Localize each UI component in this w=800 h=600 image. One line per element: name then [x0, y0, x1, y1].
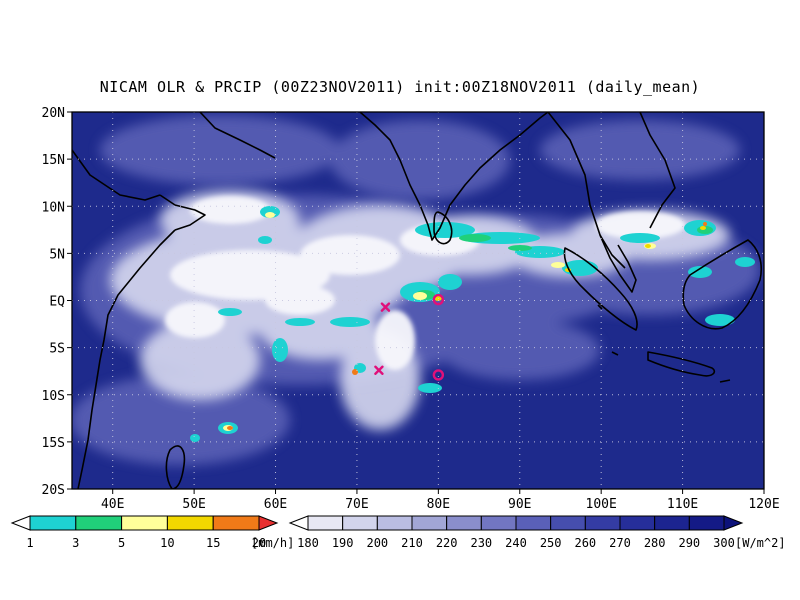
- coast-borneo: [682, 239, 763, 330]
- olr-legend-swatch: [342, 515, 378, 531]
- lon-tick-label: 40E: [101, 497, 124, 512]
- coast-arabia: [72, 149, 161, 201]
- coast-java: [647, 351, 716, 377]
- lon-tick-label: 60E: [264, 497, 287, 512]
- coast-arabia-south: [199, 112, 276, 159]
- lat-tick-labels: 20N 15N 10N 5N EQ 5S 10S 15S 20S: [42, 106, 72, 498]
- lon-tick-label: 70E: [345, 497, 368, 512]
- olr-legend-swatch: [550, 515, 586, 531]
- lon-tick-label: 110E: [667, 497, 698, 512]
- olr-legend-swatch: [376, 515, 413, 531]
- olr-legend-tick-label: 260: [574, 536, 596, 550]
- lat-lon-grid: [72, 112, 764, 489]
- lon-tick-labels: 40E 50E 60E 70E 80E 90E 100E 110E 120E: [101, 489, 780, 512]
- precip-legend-tick-label: 1: [26, 536, 33, 550]
- precip-legend-under-arrow: [10, 515, 31, 531]
- lat-tick-label: EQ: [49, 295, 65, 310]
- coast-horn: [159, 194, 206, 231]
- storm-circle-marker: [432, 369, 445, 381]
- lat-tick-label: 5N: [49, 247, 65, 262]
- lon-tick-label: 120E: [748, 497, 779, 512]
- olr-legend-tick-label: 220: [436, 536, 458, 550]
- precip-legend-swatch: [212, 515, 260, 531]
- coast-burma: [547, 112, 626, 269]
- olr-legend-swatch: [411, 515, 448, 531]
- olr-legend-swatch: [515, 515, 552, 531]
- precip-legend-swatch: [166, 515, 214, 531]
- olr-legend-tick-label: 290: [678, 536, 700, 550]
- olr-legend-tick-label: 250: [540, 536, 562, 550]
- olr-legend: 180 190 200 210 220 230 240 250 260 270 280 290 300[…: [288, 515, 786, 550]
- precip-legend-tick-label: 3: [72, 536, 79, 550]
- olr-legend-under-arrow: [288, 515, 309, 531]
- olr-legend-swatch: [307, 515, 344, 531]
- coast-madagascar: [165, 445, 186, 489]
- coast-small-islands: [597, 304, 731, 383]
- coastlines: [72, 112, 763, 489]
- lat-tick-label: 5S: [49, 342, 65, 357]
- olr-cloud-core: [165, 196, 685, 370]
- coast-india: [359, 112, 549, 241]
- precip-legend-tick-label: 5: [118, 536, 125, 550]
- precip-legend-swatch: [121, 515, 168, 531]
- olr-legend-swatch: [654, 515, 690, 531]
- precip-legend-tick-label: 10: [160, 536, 174, 550]
- olr-legend-tick-label: 200: [366, 536, 388, 550]
- olr-legend-tick-label: 230: [470, 536, 492, 550]
- lat-tick-label: 20N: [42, 106, 65, 121]
- precip-legend-swatch: [29, 515, 77, 531]
- lat-tick-label: 10S: [42, 389, 65, 404]
- olr-legend-swatch: [480, 515, 517, 531]
- olr-legend-tick-label: 300: [713, 536, 735, 550]
- olr-legend-swatch: [584, 515, 621, 531]
- lon-tick-label: 80E: [427, 497, 450, 512]
- storm-markers: [374, 293, 445, 381]
- olr-legend-swatch: [446, 515, 482, 531]
- olr-legend-tick-label: 240: [505, 536, 527, 550]
- precip-legend-tick-label: 20: [252, 536, 266, 550]
- chart-title: NICAM OLR & PRCIP (00Z23NOV2011) init:00…: [99, 78, 701, 96]
- olr-legend-over-arrow: [723, 515, 744, 531]
- coast-sumatra: [563, 247, 638, 331]
- lat-tick-label: 15N: [42, 153, 65, 168]
- precip-legend-unit: [mm/h]: [251, 536, 294, 550]
- storm-x-marker: [374, 365, 384, 375]
- precip-patches: [190, 206, 755, 442]
- lon-tick-label: 90E: [508, 497, 531, 512]
- olr-legend-swatch: [619, 515, 656, 531]
- olr-legend-tick-label: 180: [297, 536, 319, 550]
- lon-tick-label: 100E: [586, 497, 617, 512]
- coast-malay: [599, 234, 637, 293]
- olr-legend-tick-label: 280: [644, 536, 666, 550]
- lat-tick-label: 10N: [42, 200, 65, 215]
- olr-legend-tick-label: 190: [332, 536, 354, 550]
- coast-indochina: [639, 112, 676, 229]
- precip-legend-swatch: [75, 515, 123, 531]
- storm-x-marker: [380, 302, 391, 312]
- olr-legend-tick-label: 270: [609, 536, 631, 550]
- precip-legend-tick-label: 15: [206, 536, 220, 550]
- lat-tick-label: 20S: [42, 483, 65, 498]
- coast-africa: [77, 229, 176, 489]
- lat-tick-label: 15S: [42, 436, 65, 451]
- olr-legend-unit: [W/m^2]: [735, 536, 786, 550]
- storm-circle-marker: [432, 293, 445, 306]
- lon-tick-label: 50E: [182, 497, 205, 512]
- map-panel: [72, 112, 764, 489]
- olr-legend-tick-label: 210: [401, 536, 423, 550]
- coast-sri-lanka: [433, 211, 453, 245]
- olr-legend-swatch: [688, 515, 725, 531]
- precip-legend-over-arrow: [258, 515, 279, 531]
- precip-legend: 1 3 5 10 15 20[mm/h]: [10, 515, 294, 550]
